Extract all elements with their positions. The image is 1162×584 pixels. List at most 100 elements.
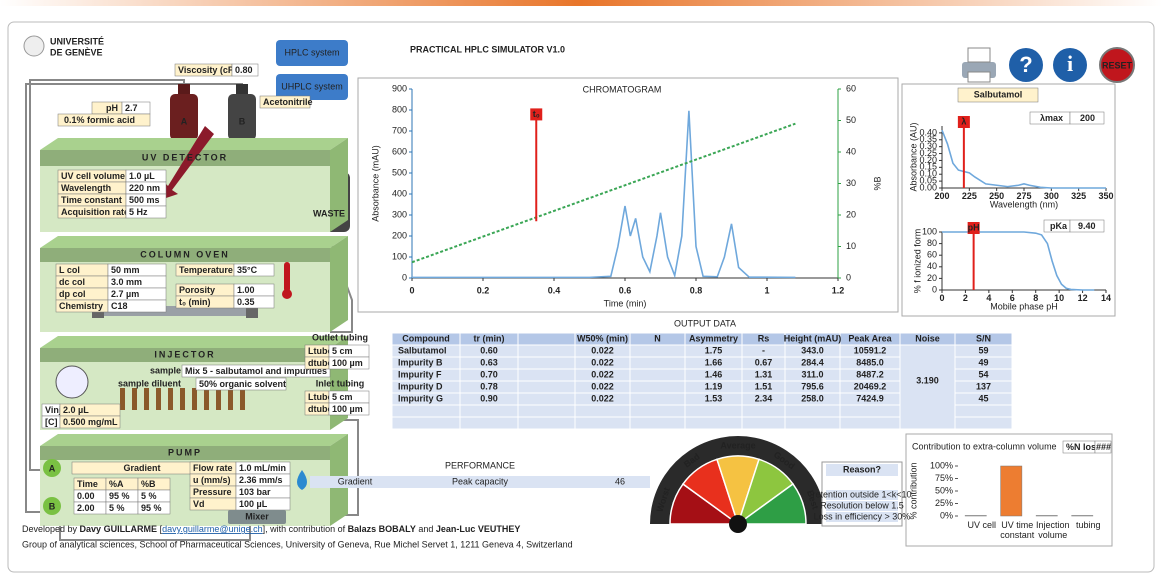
field-value: 50 mm bbox=[111, 265, 140, 275]
table-cell bbox=[517, 344, 576, 358]
sample-label: sample bbox=[150, 365, 181, 375]
reason-cell bbox=[826, 501, 898, 511]
table-value: 137 bbox=[976, 381, 991, 391]
table-value: 8487.2 bbox=[856, 369, 884, 379]
uhplc-button[interactable] bbox=[276, 74, 348, 100]
table-cell bbox=[517, 392, 576, 406]
field-label: Ltube bbox=[308, 346, 333, 356]
info-icon[interactable] bbox=[1053, 48, 1087, 82]
y-tick-label: 0.30 bbox=[919, 141, 937, 151]
reason-title: Reason? bbox=[843, 464, 881, 474]
x-tick-label: 1 bbox=[764, 285, 769, 295]
y-tick-label: 200 bbox=[392, 230, 407, 240]
y2-tick-label: 50 bbox=[846, 115, 856, 125]
table-value: 0.022 bbox=[591, 357, 614, 367]
x-tick-label: 8 bbox=[1033, 293, 1038, 303]
table-cell bbox=[784, 404, 841, 418]
pump-table-cell-cell bbox=[137, 501, 171, 515]
table-value: 311.0 bbox=[801, 369, 823, 379]
diluent-label: sample diluent bbox=[118, 378, 181, 388]
chromatogram-panel bbox=[357, 77, 899, 313]
sample-value-cell bbox=[181, 364, 331, 378]
y-tick-label: 300 bbox=[392, 209, 407, 219]
pump-table-cell: 95 % bbox=[141, 503, 162, 513]
reason-item: retention outside 1<k<10 bbox=[812, 489, 911, 499]
mixer-box bbox=[228, 510, 286, 524]
help-icon[interactable] bbox=[1009, 48, 1043, 82]
table-value: 0.90 bbox=[480, 393, 498, 403]
field-label: Wavelength bbox=[61, 183, 111, 193]
lambda-max-value-cell bbox=[1069, 111, 1105, 125]
pump-table-cell: 2.00 bbox=[77, 503, 95, 513]
mixer-label: Mixer bbox=[245, 511, 269, 521]
info-glyph: i bbox=[1067, 51, 1073, 76]
lambda-max-label: λmax bbox=[1040, 113, 1063, 123]
performance-metric: Peak capacity bbox=[452, 476, 509, 486]
table-value: 2.34 bbox=[755, 393, 773, 403]
pka-value-cell bbox=[1069, 219, 1105, 233]
table-value: 49 bbox=[978, 357, 988, 367]
field-value: 1.00 bbox=[237, 285, 255, 295]
y-tick-label: 0.00 bbox=[919, 182, 937, 192]
y-tick-label: 800 bbox=[392, 104, 407, 114]
hplc-button[interactable] bbox=[276, 40, 348, 66]
y-tick-label: 400 bbox=[392, 188, 407, 198]
table-value: - bbox=[762, 345, 765, 355]
series-line bbox=[941, 129, 1106, 189]
table-value: 0.022 bbox=[591, 381, 614, 391]
x-tick-label: 4 bbox=[986, 293, 991, 303]
field-label: Pressure bbox=[193, 487, 232, 497]
table-cell bbox=[839, 416, 901, 430]
noise-cell bbox=[899, 344, 956, 430]
y2-tick-label: 0 bbox=[846, 272, 851, 282]
y-tick-label: 100 bbox=[392, 251, 407, 261]
y2-tick-label: 30 bbox=[846, 178, 856, 188]
field-value: 35°C bbox=[237, 265, 258, 275]
table-header: Asymmetry bbox=[689, 333, 738, 343]
table-header: Height (mAU) bbox=[784, 333, 842, 343]
y-tick-label: 0.35 bbox=[919, 134, 937, 144]
x-tick-label: 14 bbox=[1101, 293, 1111, 303]
field-value-cell bbox=[328, 356, 370, 370]
table-value: Impurity G bbox=[398, 393, 443, 403]
y-tick-label: 0.20 bbox=[919, 155, 937, 165]
table-cell bbox=[629, 380, 686, 394]
university: DE GENÈVE bbox=[50, 47, 103, 57]
gauge-hub bbox=[729, 515, 747, 533]
table-value: 284.4 bbox=[801, 357, 824, 367]
chart-title: CHROMATOGRAM bbox=[583, 84, 662, 94]
table-cell bbox=[517, 380, 576, 394]
x-tick-label: 6 bbox=[1010, 293, 1015, 303]
pka-value: 9.40 bbox=[1078, 221, 1096, 231]
table-value: 0.022 bbox=[591, 393, 614, 403]
table-value: 1.51 bbox=[755, 381, 773, 391]
y-tick-label: 0 bbox=[402, 272, 407, 282]
performance-row bbox=[310, 476, 650, 488]
table-cell bbox=[629, 404, 686, 418]
table-value: 1.53 bbox=[705, 393, 723, 403]
table-cell bbox=[684, 416, 743, 430]
field-label: L col bbox=[59, 265, 80, 275]
field-value: 103 bar bbox=[239, 487, 271, 497]
reset-button[interactable] bbox=[1099, 47, 1135, 83]
table-cell bbox=[784, 416, 841, 430]
y-tick-label: 0.15 bbox=[919, 162, 937, 172]
x-tick-label: 12 bbox=[1078, 293, 1088, 303]
field-value: 100 µm bbox=[332, 404, 363, 414]
y-tick-label: 100 bbox=[922, 226, 937, 236]
y-axis-title: Absorbance (AU) bbox=[908, 122, 918, 191]
field-value: 500 ms bbox=[129, 195, 160, 205]
y-tick-label: 60 bbox=[927, 250, 937, 260]
ph-label: pH bbox=[106, 103, 118, 113]
line-letter: A bbox=[49, 463, 56, 473]
print-icon[interactable] bbox=[962, 47, 996, 83]
y-tick-label: 500 bbox=[392, 167, 407, 177]
table-header: Peak Area bbox=[848, 333, 892, 343]
table-value: 258.0 bbox=[801, 393, 824, 403]
table-cell bbox=[629, 344, 686, 358]
y-tick-label: 100% bbox=[930, 460, 953, 470]
module-title: UV DETECTOR bbox=[142, 152, 228, 162]
table-cell bbox=[741, 404, 786, 418]
